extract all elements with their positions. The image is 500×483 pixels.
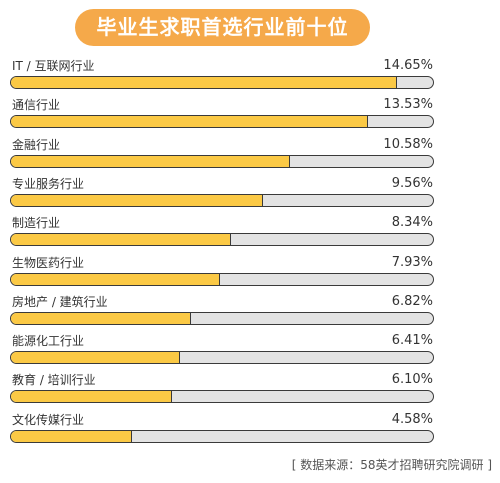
bar-row: 教育 / 培训行业 6.10% [0, 372, 500, 411]
bar [11, 234, 231, 246]
value-label: 10.58% [383, 136, 433, 152]
bar-row: 能源化工行业 6.41% [0, 333, 500, 372]
bar-track [10, 272, 434, 286]
bar [11, 116, 368, 128]
bar-track [10, 351, 434, 365]
bar [11, 352, 181, 364]
chart-title: 毕业生求职首选行业前十位 [75, 9, 370, 46]
value-label: 13.53% [383, 97, 433, 113]
value-label: 7.93% [391, 254, 433, 270]
bar [11, 430, 132, 442]
bar [11, 312, 191, 324]
value-label: 14.65% [383, 58, 433, 73]
category-label: 金融行业 [12, 137, 61, 152]
value-label: 6.82% [391, 293, 433, 309]
bar-track [10, 311, 434, 325]
value-label: 8.34% [391, 215, 433, 231]
bar [11, 194, 264, 206]
category-label: IT / 互联网行业 [12, 59, 95, 73]
value-label: 6.41% [391, 333, 433, 349]
bar [11, 77, 398, 88]
value-label: 6.10% [391, 372, 433, 388]
category-label: 生物医药行业 [12, 255, 85, 270]
category-label: 制造行业 [12, 216, 61, 231]
bar-row: 通信行业 13.53% [0, 97, 500, 136]
bar-track [10, 76, 434, 89]
bar-row: 金融行业 10.58% [0, 137, 500, 176]
bar-track [10, 115, 434, 129]
bar [11, 155, 291, 167]
bar-row: 专业服务行业 9.56% [0, 176, 500, 215]
category-label: 能源化工行业 [12, 334, 85, 349]
bar-row: 房地产 / 建筑行业 6.82% [0, 294, 500, 333]
category-label: 教育 / 培训行业 [12, 373, 96, 388]
value-label: 4.58% [391, 411, 433, 427]
bar [11, 391, 172, 403]
bar-track [10, 154, 434, 168]
bar-row: 文化传媒行业 4.58% [0, 412, 500, 451]
category-label: 文化传媒行业 [12, 412, 85, 427]
bar-row: IT / 互联网行业 14.65% [0, 58, 500, 97]
bar [11, 273, 221, 285]
category-label: 房地产 / 建筑行业 [12, 294, 108, 309]
bar-row: 制造行业 8.34% [0, 215, 500, 254]
chart-title-area: 毕业生求职首选行业前十位 [0, 0, 500, 52]
bar-track [10, 193, 434, 207]
source-note: [ 数据来源：58英才招聘研究院调研 ] [291, 458, 492, 472]
bar-track [10, 429, 434, 443]
bar-row: 生物医药行业 7.93% [0, 255, 500, 294]
category-label: 专业服务行业 [12, 176, 85, 191]
value-label: 9.56% [391, 175, 433, 191]
category-label: 通信行业 [12, 98, 61, 113]
bar-track [10, 233, 434, 247]
bar-track [10, 390, 434, 404]
